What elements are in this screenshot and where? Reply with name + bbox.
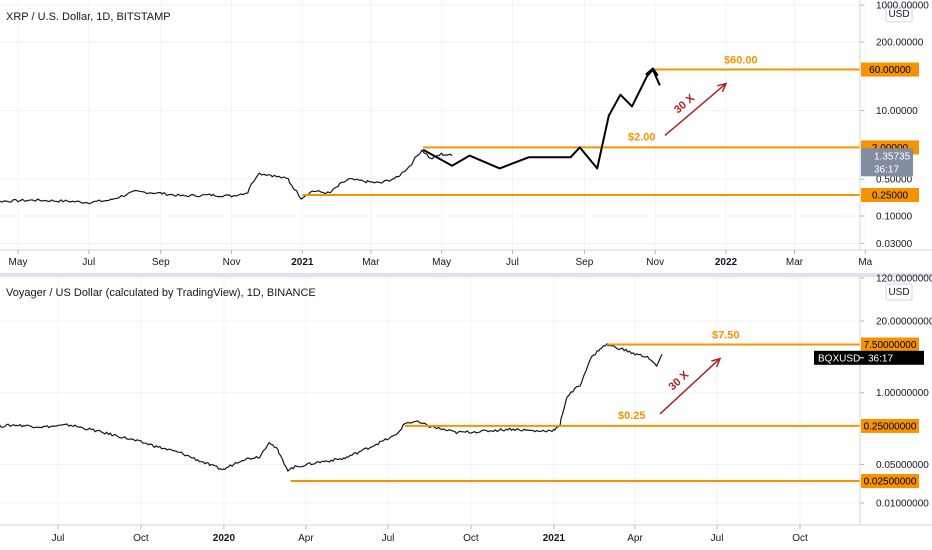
voyager-x-tick-label: Oct (463, 533, 479, 544)
voyager-level-price-tag (861, 474, 919, 489)
xrp-current-price-box (861, 148, 913, 177)
xrp-x-tick-label: May (9, 257, 28, 268)
voyager-price-axis[interactable]: 120.00000000 20.00000000 1.00000000 0.05000… (859, 274, 932, 525)
voyager-x-tick-label: Apr (627, 533, 643, 544)
xrp-x-tick-label: Nov (223, 257, 241, 268)
voyager-level-price-tag (861, 337, 919, 352)
voyager-level-price-tag-text: 7.50000000 (864, 340, 917, 351)
xrp-multiplier-arrow[interactable] (664, 82, 727, 136)
voyager-price-series-line (0, 343, 663, 472)
xrp-price-series-line (0, 149, 453, 205)
voyager-multiplier-arrowhead (711, 357, 722, 368)
voyager-y-tick-label: 120.00000000 (876, 274, 932, 285)
xrp-currency-box (885, 5, 913, 23)
xrp-current-price-value: 1.35735 (874, 151, 911, 162)
voyager-level-price-tag-text: 0.02500000 (864, 477, 917, 488)
voyager-current-price: BQXUSD 36:17 (814, 350, 924, 365)
xrp-marks (0, 67, 860, 205)
xrp-x-tick-label: Sep (576, 257, 594, 268)
xrp-x-tick-label: Jul (506, 257, 519, 268)
voyager-y-tick-label: 1.00000000 (876, 388, 929, 399)
voyager-currency-text: USD (888, 287, 909, 298)
voyager-currency-label[interactable]: USD (885, 283, 913, 301)
voyager-y-tick-label: 0.01000000 (876, 499, 929, 510)
xrp-x-tick-label: May (432, 257, 451, 268)
xrp-grid (0, 0, 866, 250)
voyager-current-price-box (814, 350, 924, 365)
voyager-level-price-tag-text: 0.25000000 (864, 421, 917, 432)
voyager-y-tick-label: 20.00000000 (876, 317, 932, 328)
xrp-x-tick-label: Sep (152, 257, 170, 268)
voyager-y-tick-label: 0.05000000 (876, 460, 929, 471)
voyager-chart-panel: Voyager / US Dollar (calculated by Tradi… (0, 274, 932, 550)
voyager-target-price-text[interactable]: $7.50 (712, 329, 740, 341)
voyager-level-tags: 7.50000000 0.25000000 0.02500000 (861, 337, 919, 489)
xrp-x-tick-label: Mar (362, 257, 380, 268)
voyager-start-price-text[interactable]: $0.25 (618, 410, 646, 422)
xrp-y-tick-label: 1000.00000 (876, 1, 929, 12)
xrp-y-tick-label: 0.10000 (876, 212, 913, 223)
xrp-projection-arrowhead (645, 67, 659, 77)
voyager-x-tick-label: Oct (792, 533, 808, 544)
voyager-currency-box (885, 283, 913, 301)
voyager-panel-background (0, 277, 932, 550)
panel-separator[interactable] (0, 273, 932, 277)
xrp-x-tick-label: 2021 (291, 257, 314, 268)
voyager-multiplier-arrow[interactable] (659, 357, 721, 415)
xrp-chart-title: XRP / U.S. Dollar, 1D, BITSTAMP (6, 11, 171, 23)
voyager-marks (0, 343, 860, 483)
xrp-chart-panel: XRP / U.S. Dollar, 1D, BITSTAMP USD 1000… (0, 0, 932, 275)
xrp-y-tick-label: 0.03000 (876, 239, 913, 250)
xrp-panel-background (0, 0, 932, 275)
xrp-x-tick-label: Mar (786, 257, 804, 268)
voyager-time-axis[interactable]: Jul Oct 2020 Apr Jul Oct 2021 Apr Jul Oct (0, 524, 932, 544)
xrp-projection-path[interactable] (422, 68, 661, 170)
xrp-x-tick-label: Ma (858, 257, 872, 268)
voyager-x-tick-label: Apr (298, 533, 314, 544)
xrp-x-tick-label: Nov (646, 257, 664, 268)
xrp-x-tick-label: 2022 (715, 257, 738, 268)
xrp-current-price-countdown: 36:17 (874, 164, 899, 175)
voyager-current-price-countdown: 36:17 (868, 353, 893, 364)
xrp-y-tick-label: 10.00000 (876, 106, 918, 117)
xrp-x-tick-label: Jul (82, 257, 95, 268)
xrp-level-price-tag (861, 62, 919, 77)
voyager-level-price-tag (861, 418, 919, 433)
voyager-chart-title: Voyager / US Dollar (calculated by Tradi… (6, 287, 316, 299)
xrp-y-tick-label: 200.00000 (876, 38, 924, 49)
voyager-grid (0, 277, 860, 525)
voyager-x-tick-label: 2020 (213, 533, 236, 544)
xrp-level-price-tag-text: 60.00000 (869, 65, 911, 76)
voyager-x-tick-label: 2021 (543, 533, 566, 544)
xrp-level-price-tag (861, 188, 919, 203)
voyager-symbol-label: BQXUSD (818, 353, 860, 364)
voyager-x-tick-label: Jul (52, 533, 65, 544)
voyager-x-tick-label: Jul (382, 533, 395, 544)
xrp-level-price-tag-text: 0.25000 (872, 191, 909, 202)
xrp-current-price: 1.35735 36:17 (861, 148, 913, 177)
xrp-start-price-text[interactable]: $2.00 (628, 131, 656, 143)
xrp-target-price-text[interactable]: $60.00 (724, 55, 758, 67)
xrp-y-tick-label: 0.50000 (876, 175, 913, 186)
xrp-time-axis[interactable]: May Jul Sep Nov 2021 Mar May Jul Sep Nov 2022 Mar Ma (0, 249, 932, 268)
voyager-x-tick-label: Jul (711, 533, 724, 544)
xrp-price-axis[interactable]: 1000.00000 200.00000 10.00000 0.50000 0.1000… (859, 0, 929, 250)
xrp-multiplier-arrowhead (717, 82, 728, 93)
xrp-currency-text: USD (888, 9, 909, 20)
voyager-x-tick-label: Oct (133, 533, 149, 544)
xrp-currency-label[interactable]: USD (885, 5, 913, 23)
